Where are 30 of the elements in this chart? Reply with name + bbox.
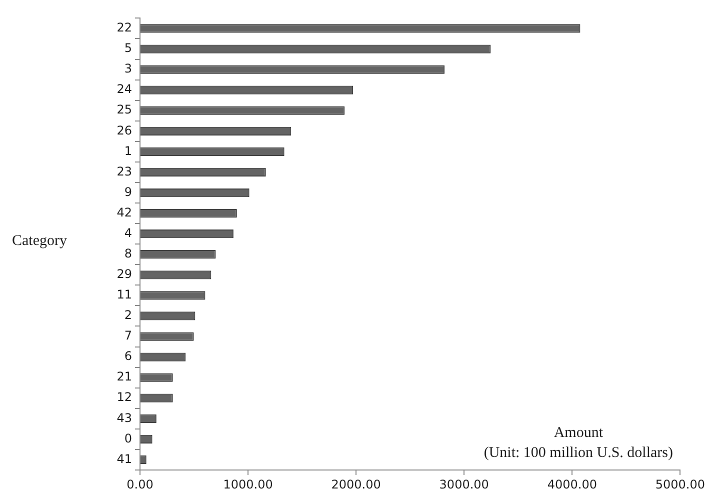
y-tick-label: 6 [124,349,132,364]
y-tick-label: 21 [116,370,132,384]
y-tick-label: 23 [116,164,132,178]
y-tick-label: 3 [124,62,132,76]
y-tick-label: 5 [124,41,132,56]
y-tick-label: 1 [124,144,132,158]
y-tick-label: 2 [124,308,132,322]
x-tick-label: 4000.00 [547,477,597,492]
y-tick-label: 26 [116,123,132,138]
y-tick-label: 42 [116,205,132,220]
x-tick-label: 2000.00 [331,477,381,492]
x-axis-title: Amount (Unit: 100 million U.S. dollars) [484,424,673,463]
x-tick-label: 0.00 [126,477,154,492]
x-tick-label: 5000.00 [655,477,705,492]
y-tick-label: 22 [116,20,132,35]
y-tick-label: 7 [124,328,132,343]
y-tick-label: 25 [116,102,132,117]
y-tick-label: 11 [116,288,132,302]
y-tick-label: 41 [116,452,132,466]
y-tick-label: 8 [124,246,132,260]
y-tick-label: 12 [116,390,132,404]
x-tick-label: 1000.00 [223,477,273,492]
y-axis-title: Category [12,233,67,250]
y-tick-label: 9 [124,184,132,199]
y-tick-label: 24 [116,82,132,96]
y-tick-label: 29 [116,267,132,282]
y-tick-label: 0 [124,431,132,446]
x-tick-label: 3000.00 [439,477,489,492]
y-tick-label: 4 [124,226,132,240]
y-tick-label: 43 [116,410,132,425]
